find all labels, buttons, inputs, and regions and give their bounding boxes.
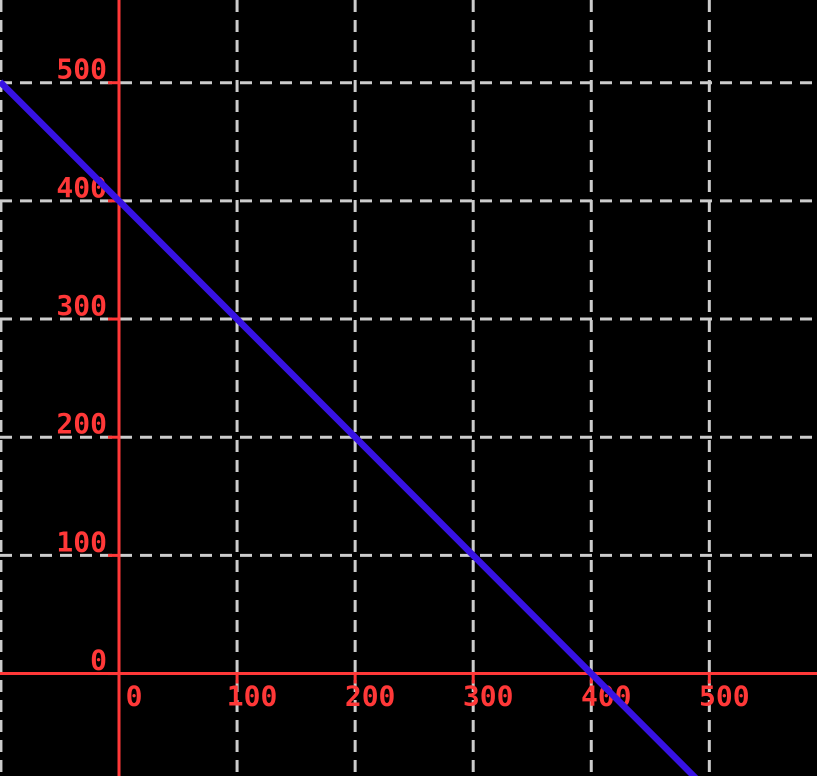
y-tick-label: 200 [56, 407, 107, 440]
function-line [0, 79, 699, 776]
x-tick-label: 100 [227, 680, 278, 713]
y-tick-label: 0 [90, 644, 107, 677]
y-tick-label: 100 [56, 525, 107, 558]
x-tick-label: 200 [345, 680, 396, 713]
x-tick-label: 500 [699, 680, 750, 713]
y-tick-label: 500 [56, 53, 107, 86]
x-tick-label: 0 [126, 680, 143, 713]
x-tick-label: 300 [463, 680, 514, 713]
y-tick-label: 400 [56, 171, 107, 204]
y-tick-label: 300 [56, 289, 107, 322]
